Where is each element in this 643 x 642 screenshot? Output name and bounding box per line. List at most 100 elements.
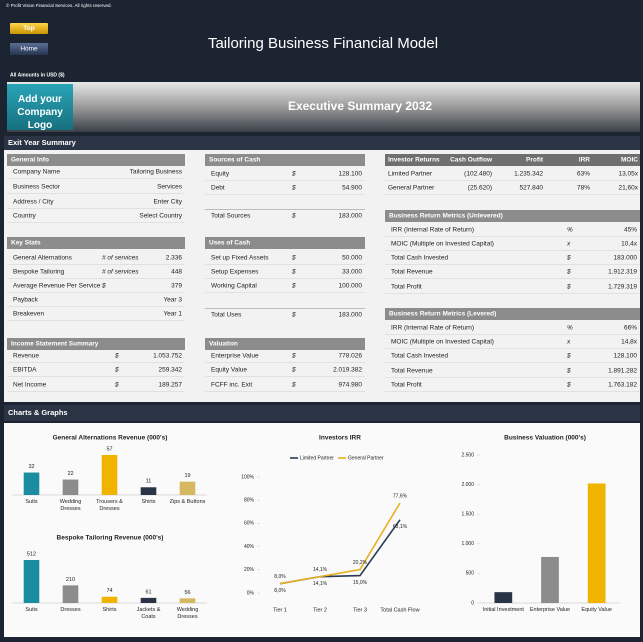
page-title: Tailoring Business Financial Model — [208, 35, 438, 52]
row-label: Business Sector — [13, 184, 61, 191]
data-label: 8,0% — [274, 588, 286, 594]
section-bar — [4, 405, 640, 421]
y-tick-label: 2.500 — [461, 452, 474, 458]
row-label: Total Cash Invested — [391, 255, 448, 262]
data-label: 210 — [66, 577, 75, 583]
row-label: Address / City — [13, 199, 54, 206]
cell: 21,60x — [618, 185, 638, 192]
cell: 527.840 — [520, 185, 544, 192]
row-label: IRR (Internal Rate of Return) — [391, 325, 474, 332]
x-tick-label: Wedding Dresses — [59, 499, 82, 512]
data-label: 11 — [146, 479, 152, 485]
total-unit: $ — [291, 312, 296, 319]
row-value: 33.000 — [342, 269, 362, 276]
row-value: 10,4x — [621, 241, 638, 248]
panel-title: Business Return Metrics (Unlevered) — [389, 213, 503, 220]
y-tick-label: 500 — [466, 571, 475, 577]
bar — [587, 483, 606, 603]
row-unit: $ — [114, 382, 119, 389]
data-label: 61 — [145, 589, 151, 595]
row-label: Total Revenue — [391, 368, 433, 375]
data-label: 22 — [67, 471, 73, 477]
row-label: Setup Expenses — [211, 269, 259, 276]
chart-title: Bespoke Tailoring Revenue (000's) — [57, 535, 164, 542]
cell: 78% — [577, 185, 590, 192]
home-button-bg[interactable] — [10, 43, 48, 55]
row-unit: $ — [291, 283, 296, 290]
panel-title: Valuation — [209, 341, 238, 348]
x-tick-label: Tier 2 — [313, 607, 327, 613]
row-unit: $ — [566, 255, 571, 262]
x-tick-label: Suits — [25, 499, 38, 505]
row-value: 50.000 — [342, 255, 362, 262]
row-value: 183.000 — [614, 255, 638, 262]
row-label: Equity Value — [211, 367, 247, 374]
row-value: Year 3 — [163, 297, 182, 304]
section-title: Exit Year Summary — [8, 138, 77, 147]
row-unit: $ — [291, 353, 296, 360]
bar — [494, 592, 513, 603]
top-button[interactable]: Top — [23, 25, 34, 32]
row-value: 1.891.282 — [608, 368, 637, 375]
bar — [101, 596, 118, 603]
row-value: 1.912.319 — [608, 269, 637, 276]
cell: General Partner — [388, 185, 435, 192]
row-value: 2.019.382 — [333, 367, 362, 374]
summary-area — [4, 150, 640, 402]
banner — [7, 82, 640, 132]
cell: (25.620) — [468, 185, 492, 192]
panel-header — [7, 154, 185, 166]
home-button[interactable]: Home — [20, 46, 38, 53]
y-tick-label: 2.000 — [461, 482, 474, 488]
logo-box — [7, 84, 73, 130]
row-value: 778.026 — [339, 353, 363, 360]
panel-title: General Info — [11, 157, 49, 164]
y-tick-label: 40% — [244, 544, 255, 550]
panel-title: Uses of Cash — [209, 240, 250, 247]
row-label: Average Revenue Per Service — [13, 283, 101, 290]
row-unit: $ — [566, 269, 571, 276]
row-value: 1.053.752 — [153, 353, 182, 360]
x-tick-label: Tier 3 — [353, 607, 367, 613]
row-label: FCFF inc. Exit — [211, 382, 252, 389]
panel-header — [7, 237, 185, 249]
row-value: 189.257 — [159, 382, 183, 389]
row-value: 2.336 — [166, 255, 183, 262]
row-label: Set up Fixed Assets — [211, 255, 269, 262]
data-label: 56 — [184, 590, 190, 596]
row-value: 448 — [171, 269, 182, 276]
row-value: Year 1 — [163, 311, 182, 318]
top-button-bg[interactable] — [10, 23, 48, 34]
row-unit: $ — [291, 185, 296, 192]
row-label: Net Income — [13, 382, 47, 389]
bar — [541, 556, 559, 603]
data-label: 74 — [106, 588, 112, 594]
row-value: 128.100 — [614, 353, 638, 360]
column-header: IRR — [579, 157, 591, 164]
row-value: 974.980 — [339, 382, 363, 389]
panel-header — [205, 237, 365, 249]
x-tick-label: Dresses — [60, 607, 81, 613]
row-label: Revenue — [13, 353, 39, 360]
row-value: Select Country — [139, 213, 182, 220]
summary-title: Executive Summary 2032 — [288, 99, 432, 113]
row-value: 259.342 — [159, 367, 183, 374]
x-tick-label: Jackets & Coats — [136, 607, 161, 620]
row-label: Equity — [211, 171, 230, 178]
y-tick-label: 20% — [244, 567, 255, 573]
column-header: Profit — [526, 157, 544, 164]
row-value: 128.100 — [339, 171, 363, 178]
panel-header — [385, 210, 640, 222]
row-value: 66% — [624, 325, 637, 332]
row-label: Total Profit — [391, 284, 422, 291]
panel-title: Income Statement Summary — [11, 341, 99, 348]
data-label: 57 — [106, 446, 112, 452]
data-label: 32 — [28, 464, 34, 470]
y-tick-label: 80% — [244, 498, 255, 504]
bar — [23, 472, 40, 495]
x-tick-label: Shirts — [141, 499, 156, 505]
chart-title: General Alternations Revenue (000's) — [53, 435, 168, 442]
panel-header — [205, 338, 365, 350]
row-unit: # of services — [102, 255, 139, 262]
